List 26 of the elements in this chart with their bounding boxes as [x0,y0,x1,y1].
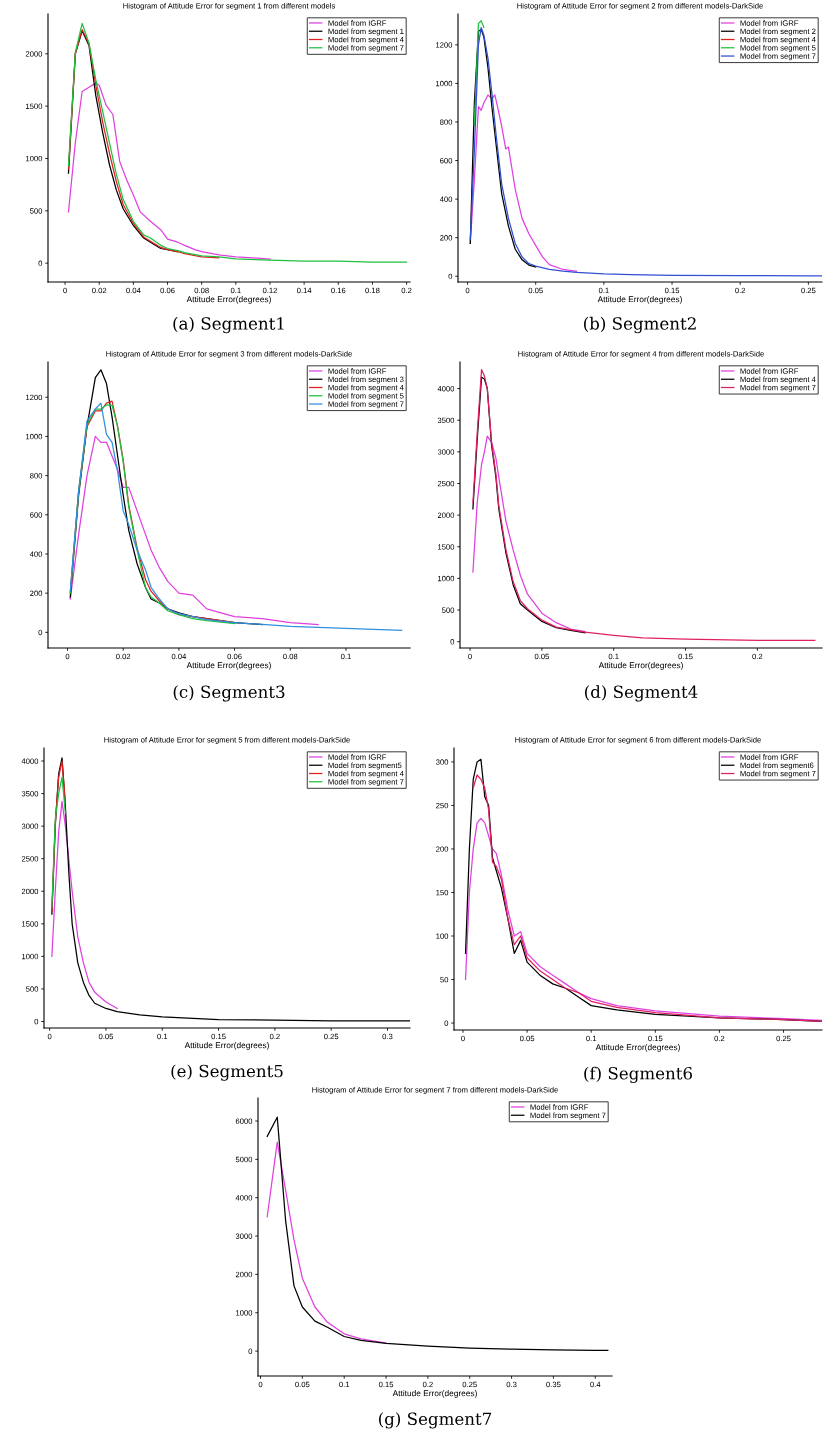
x-axis-title: Attitude Error(degrees) [186,296,271,304]
x-axis-title: Attitude Error(degrees) [597,296,682,304]
line-series [67,22,408,263]
line-series [472,435,586,633]
line-series [69,435,319,626]
line-series [469,94,578,273]
text: (a) Segment1 [173,316,284,334]
line-series [473,20,485,127]
text: (f) Segment6 [584,1066,693,1084]
x-axis-title: Attitude Error(degrees) [186,662,271,670]
text: (e) Segment5 [171,1064,283,1081]
text: (b) Segment2 [584,316,696,334]
x-axis-title: Attitude Error(degrees) [598,662,683,670]
line-series [51,800,118,1010]
text: (g) Segment7 [379,1412,492,1429]
line-series [69,402,403,631]
line-series [472,368,816,642]
text: (d) Segment4 [585,685,698,702]
x-axis-title: Attitude Error(degrees) [184,1042,269,1050]
text: (c) Segment3 [173,685,285,702]
line-series [464,817,822,1022]
line-series [67,82,271,260]
x-axis-title: Attitude Error(degrees) [595,1044,680,1052]
x-axis-title: Attitude Error(degrees) [392,1390,477,1398]
line-series [266,1141,387,1344]
line-series [469,26,822,277]
